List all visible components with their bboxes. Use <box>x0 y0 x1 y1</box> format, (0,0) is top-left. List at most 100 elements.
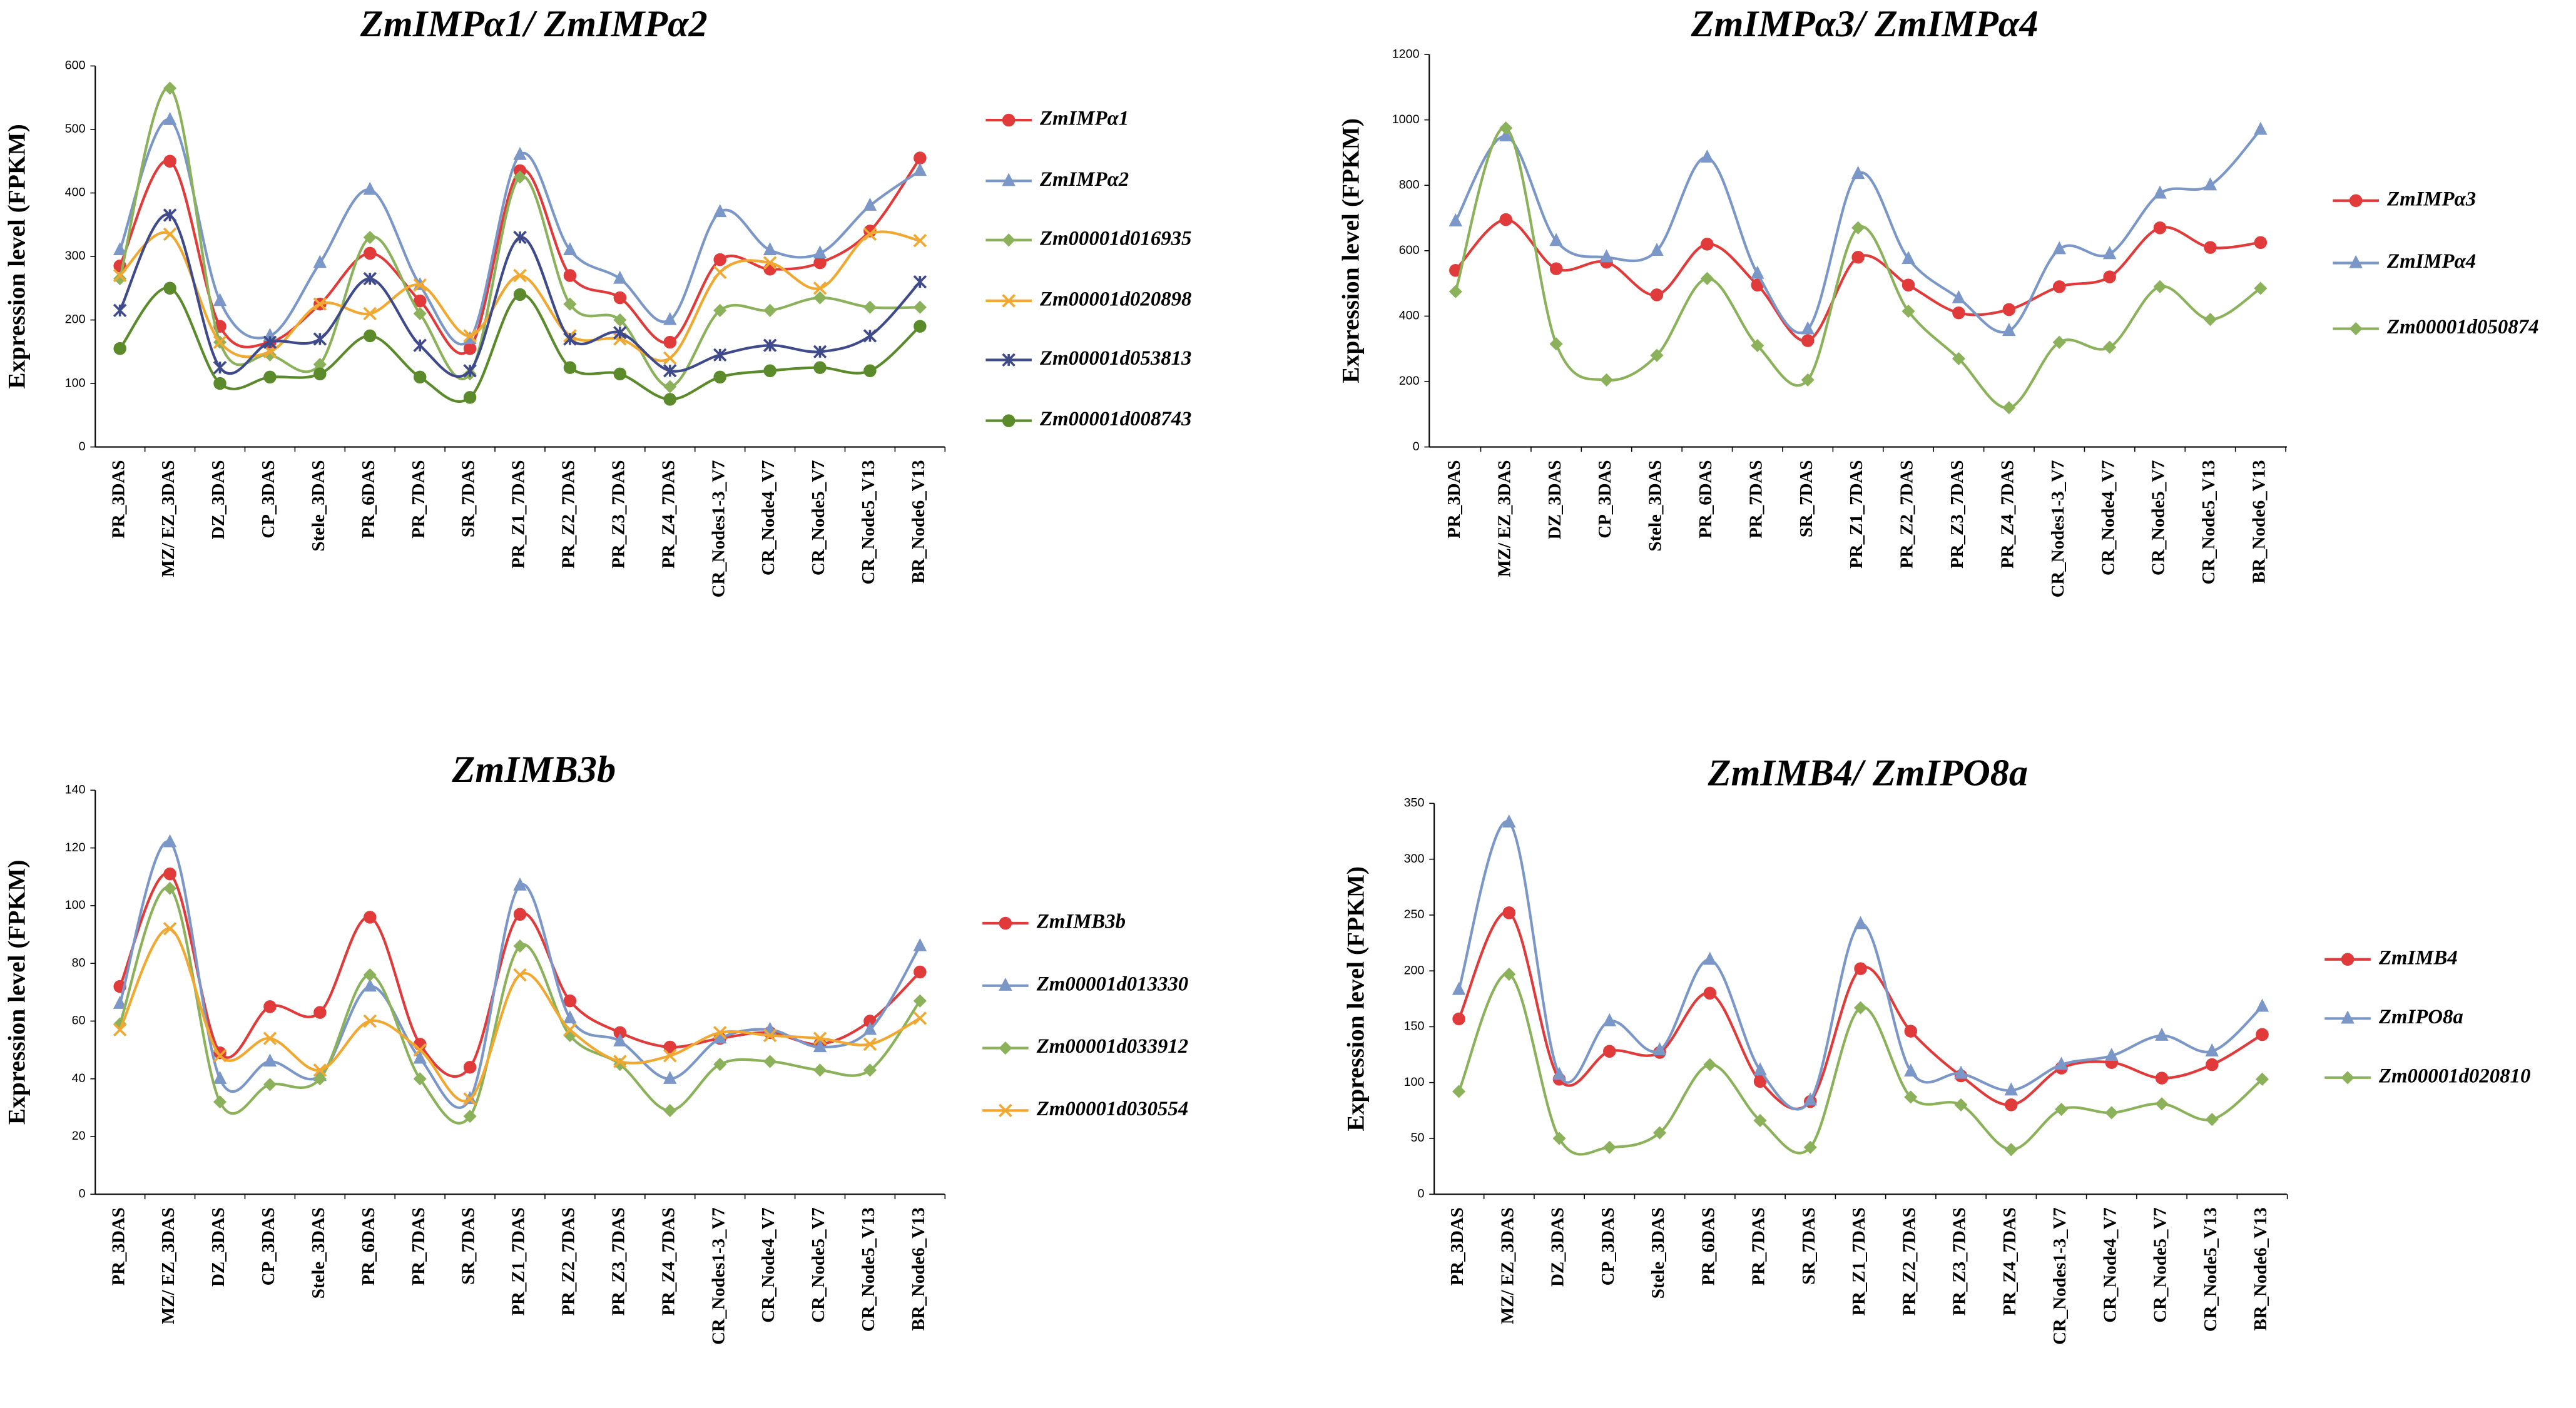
x-tick-label: PR_7DAS <box>409 1207 429 1285</box>
data-point <box>2155 1027 2169 1041</box>
data-point <box>364 911 377 924</box>
data-point <box>1854 962 1867 975</box>
x-tick-label: PR_3DAS <box>1444 460 1464 539</box>
data-point <box>2155 1097 2169 1111</box>
data-point <box>713 370 726 384</box>
data-point <box>2004 1143 2018 1157</box>
data-point <box>613 367 627 381</box>
x-tick-label: PR_Z3_7DAS <box>608 460 628 569</box>
data-point <box>363 271 377 286</box>
data-point <box>113 342 126 355</box>
x-tick-label: PR_Z4_7DAS <box>658 460 678 569</box>
x-tick-label: SR_7DAS <box>459 1207 479 1285</box>
y-tick-label: 500 <box>65 122 86 136</box>
data-point <box>2005 1098 2018 1112</box>
x-tick-label: SR_7DAS <box>1799 1207 1819 1285</box>
x-tick-label: BR_Node6_V13 <box>909 460 929 584</box>
legend-marker <box>2341 1010 2355 1024</box>
y-tick-label: 50 <box>1411 1131 1425 1145</box>
legend-marker <box>1002 173 1016 186</box>
data-point <box>2002 401 2016 415</box>
data-point <box>163 881 177 895</box>
data-point <box>563 332 577 346</box>
x-tick-label: PR_7DAS <box>409 460 429 539</box>
x-tick-label: PR_7DAS <box>1746 460 1766 539</box>
y-axis-label: Expression level (FPKM) <box>3 124 30 389</box>
data-point <box>613 1055 627 1068</box>
x-tick-label: CP_3DAS <box>1598 1207 1618 1285</box>
data-point <box>2254 281 2268 295</box>
data-point <box>113 1023 127 1037</box>
data-point <box>713 253 726 266</box>
y-tick-label: 400 <box>1399 309 1420 323</box>
data-point <box>2153 221 2167 235</box>
data-point <box>914 320 927 333</box>
y-tick-label: 350 <box>1404 796 1425 810</box>
series-line <box>118 927 921 1103</box>
data-point <box>513 288 527 301</box>
legend-label: Zm00001d050874 <box>2386 316 2538 338</box>
data-point <box>1751 265 1764 279</box>
x-tick-label: CR_Node5_V7 <box>808 460 828 575</box>
data-point <box>2255 998 2269 1012</box>
data-point <box>213 1070 227 1084</box>
data-point <box>513 230 527 245</box>
data-point <box>1701 237 1714 251</box>
x-tick-label: CR_Node5_V7 <box>2149 460 2169 575</box>
x-tick-label: CP_3DAS <box>1595 460 1615 539</box>
data-point <box>463 329 477 343</box>
y-tick-label: 400 <box>65 186 86 200</box>
data-point <box>663 311 677 325</box>
series-line <box>1457 973 2263 1156</box>
data-point <box>563 1023 577 1037</box>
data-point <box>2206 1058 2219 1071</box>
data-point <box>313 1006 327 1019</box>
data-point <box>863 198 877 211</box>
data-point <box>513 146 527 160</box>
data-point <box>313 332 327 346</box>
data-point <box>1703 1058 1717 1071</box>
data-point <box>1700 271 1714 285</box>
data-point <box>113 268 127 283</box>
data-point <box>2205 1043 2219 1056</box>
data-point <box>1853 916 1868 929</box>
x-tick-label: PR_Z1_7DAS <box>509 460 529 569</box>
data-point <box>2054 1102 2069 1117</box>
data-point <box>613 1033 627 1046</box>
x-tick-label: PR_Z3_7DAS <box>1947 460 1967 569</box>
data-point <box>2153 280 2167 293</box>
data-point <box>1499 128 1513 141</box>
data-point <box>1502 814 1516 828</box>
data-point <box>113 996 127 1009</box>
data-point <box>1753 1113 1767 1127</box>
x-tick-label: PR_6DAS <box>1698 1207 1718 1285</box>
data-point <box>313 255 327 268</box>
data-point <box>413 1043 427 1057</box>
data-point <box>2203 313 2217 327</box>
legend-label: Zm00001d008743 <box>1039 408 1191 430</box>
data-point <box>2103 270 2116 284</box>
data-point <box>1549 262 1563 275</box>
data-point <box>363 968 377 982</box>
legend-label: Zm00001d020810 <box>2378 1065 2530 1087</box>
data-point <box>663 1103 677 1118</box>
x-tick-label: PR_Z2_7DAS <box>1897 460 1917 569</box>
x-tick-label: CR_Node5_V7 <box>808 1207 828 1322</box>
data-point <box>663 1049 677 1063</box>
data-point <box>1904 1025 1918 1038</box>
x-tick-label: CR_Nodes1-3_V7 <box>2050 1207 2070 1345</box>
data-point <box>1700 149 1714 163</box>
data-point <box>163 208 177 222</box>
series-line <box>118 118 921 346</box>
y-axis-label: Expression level (FPKM) <box>3 860 30 1125</box>
data-point <box>2205 1113 2219 1127</box>
x-tick-label: PR_Z3_7DAS <box>608 1207 628 1315</box>
data-point <box>813 291 827 305</box>
series-line <box>119 230 920 362</box>
x-tick-label: PR_6DAS <box>359 460 379 539</box>
data-point <box>1499 213 1512 226</box>
data-point <box>513 939 527 953</box>
data-point <box>463 1061 477 1074</box>
y-tick-label: 100 <box>1404 1075 1425 1089</box>
legend-label: ZmIMPα4 <box>2386 250 2476 273</box>
